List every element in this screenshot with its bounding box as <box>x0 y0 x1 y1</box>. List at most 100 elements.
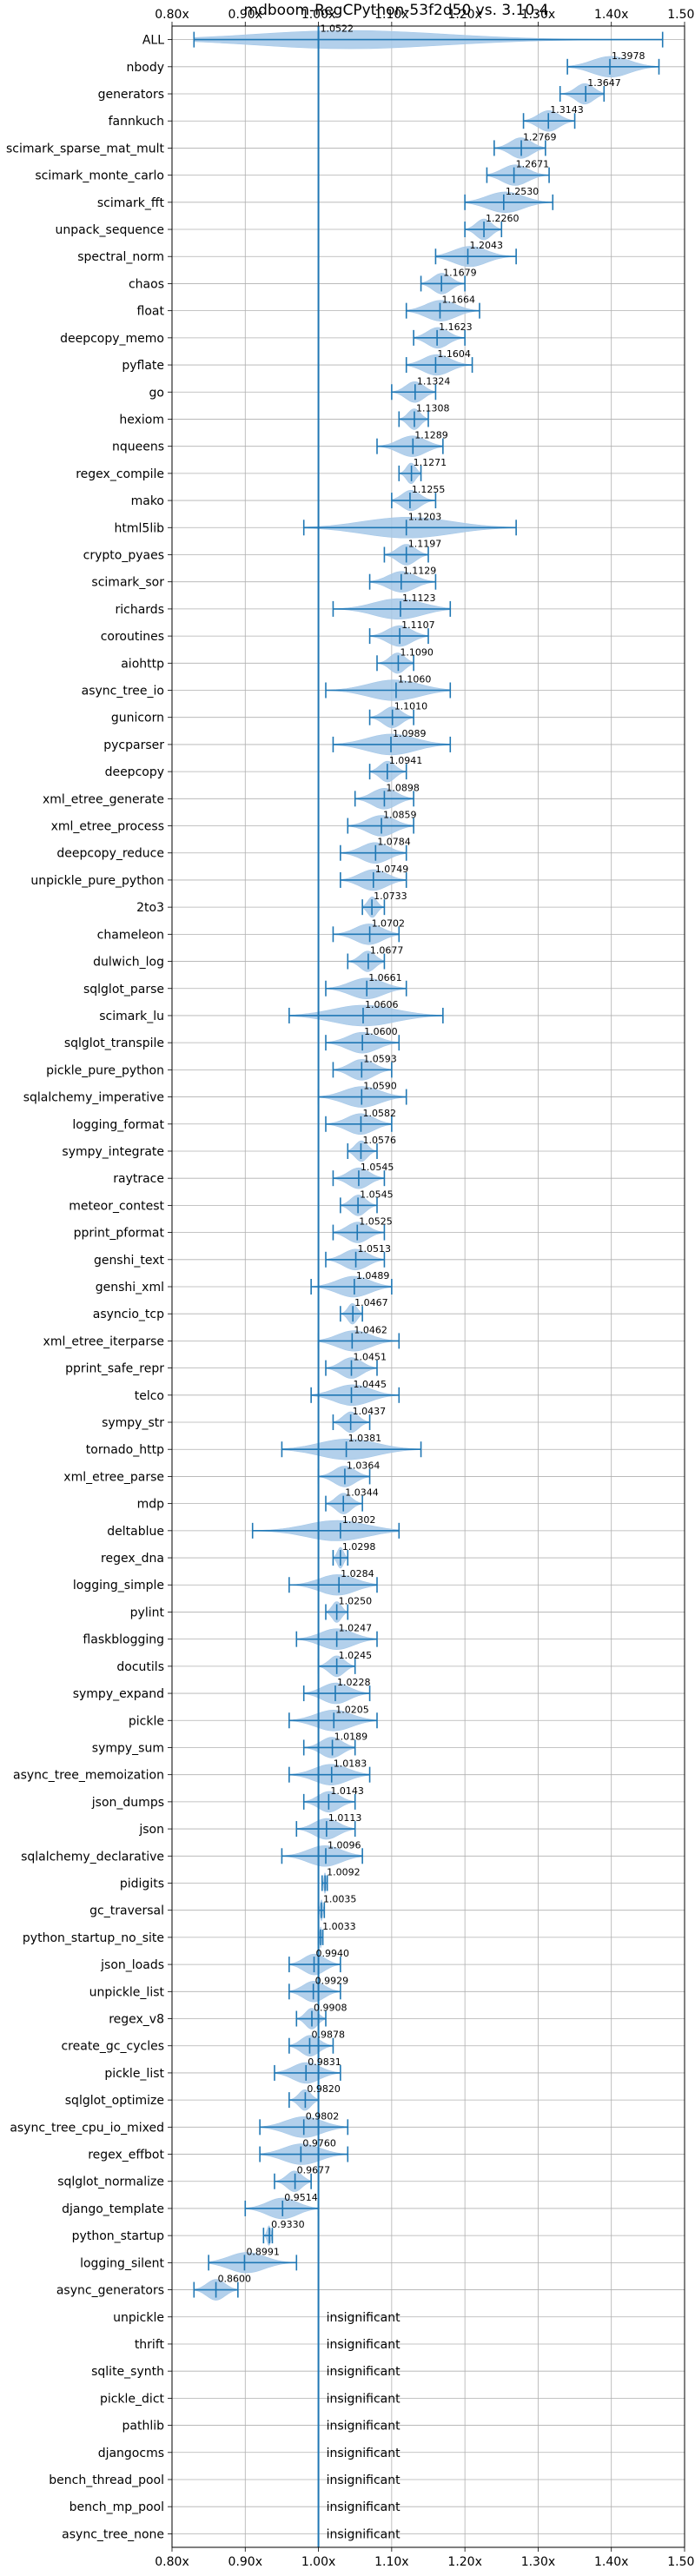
value-label: 1.0677 <box>370 945 404 957</box>
x-tick-label-top: 1.00x <box>301 8 335 22</box>
value-label: 1.0033 <box>322 1921 356 1932</box>
x-tick-label-top: 1.40x <box>594 8 628 22</box>
y-tick-label: go <box>149 386 164 400</box>
y-tick-label: xml_etree_parse <box>63 1470 164 1484</box>
value-label: 1.2043 <box>470 240 504 251</box>
y-tick-label: sqlglot_transpile <box>64 1036 164 1050</box>
value-label: 1.0189 <box>334 1731 368 1742</box>
y-tick-label: create_gc_cycles <box>61 2040 164 2054</box>
value-label: 0.9831 <box>308 2056 341 2068</box>
y-tick-label: pyflate <box>122 359 164 373</box>
y-tick-label: scimark_sparse_mat_mult <box>6 142 164 156</box>
y-tick-label: xml_etree_process <box>51 820 164 834</box>
y-tick-label: pickle_dict <box>100 2392 165 2406</box>
chart-title: mdboom-RegCPython-53f2d50 vs. 3.10.4 <box>244 2 549 19</box>
y-tick-label: scimark_monte_carlo <box>35 169 164 183</box>
value-label: 1.1679 <box>443 267 476 278</box>
y-tick-label: pprint_pformat <box>74 1227 165 1241</box>
y-tick-label: python_startup <box>72 2229 164 2243</box>
value-label: 1.0247 <box>339 1623 373 1634</box>
y-tick-label: nqueens <box>112 440 164 454</box>
insignificant-label: insignificant <box>327 2392 401 2406</box>
y-tick-label: regex_compile <box>76 467 164 481</box>
y-tick-label: sympy_sum <box>92 1741 164 1755</box>
y-tick-label: asyncio_tcp <box>93 1308 164 1321</box>
value-label: 1.0702 <box>372 917 406 929</box>
value-label: 1.1604 <box>437 348 471 360</box>
y-tick-label: genshi_text <box>94 1254 165 1268</box>
y-tick-label: sympy_expand <box>73 1687 164 1701</box>
y-tick-label: scimark_lu <box>99 1010 164 1023</box>
value-label: 1.0096 <box>328 1839 361 1851</box>
value-label: 1.1255 <box>412 484 446 495</box>
y-tick-label: richards <box>116 603 165 617</box>
plot-frame <box>171 25 685 2548</box>
value-label: 1.0593 <box>363 1053 397 1064</box>
value-label: 1.1271 <box>414 457 447 468</box>
value-label: 1.0462 <box>354 1324 387 1335</box>
y-tick-label: mdp <box>137 1498 165 1512</box>
value-label: 1.2769 <box>523 131 557 142</box>
y-tick-label: async_tree_cpu_io_mixed <box>10 2121 164 2135</box>
value-label: 0.9820 <box>307 2083 341 2095</box>
y-tick-label: docutils <box>116 1660 164 1674</box>
value-label: 1.0302 <box>342 1514 376 1526</box>
value-label: 0.9802 <box>306 2110 340 2122</box>
y-tick-label: mako <box>131 494 164 508</box>
value-label: 1.0445 <box>354 1379 387 1390</box>
value-label: 0.9940 <box>316 1948 350 1959</box>
value-label: 1.0228 <box>337 1677 371 1688</box>
value-label: 1.1664 <box>441 295 475 306</box>
value-label: 1.1129 <box>403 566 437 577</box>
value-label: 1.1107 <box>401 619 435 631</box>
value-label: 1.0513 <box>358 1243 392 1255</box>
value-label: 0.9878 <box>311 2030 345 2041</box>
value-label: 0.9677 <box>297 2165 331 2176</box>
value-label: 1.3978 <box>612 50 645 62</box>
y-tick-label: sqlalchemy_imperative <box>23 1091 164 1105</box>
value-label: 1.0183 <box>334 1758 367 1770</box>
y-tick-label: deepcopy <box>105 765 164 779</box>
value-label: 1.1010 <box>394 701 428 712</box>
y-tick-label: dulwich_log <box>93 956 164 970</box>
value-label: 1.0143 <box>330 1785 364 1797</box>
x-tick-label-top: 1.10x <box>374 8 408 22</box>
y-tick-label: pycparser <box>103 738 164 752</box>
x-tick-label-top: 1.50x <box>667 8 695 22</box>
x-tick-label-top: 0.80x <box>155 8 189 22</box>
y-tick-label: sympy_str <box>102 1416 164 1430</box>
y-tick-label: deltablue <box>107 1525 164 1539</box>
value-label: 1.0364 <box>347 1460 381 1471</box>
value-label: 1.1090 <box>400 646 434 658</box>
value-label: 1.0437 <box>353 1406 387 1417</box>
value-label: 1.0989 <box>393 728 427 739</box>
y-tick-label: pathlib <box>122 2420 165 2434</box>
value-label: 1.0733 <box>374 891 407 902</box>
y-tick-label: async_tree_io <box>82 685 164 699</box>
value-label: 1.3647 <box>587 77 621 89</box>
value-label: 1.0941 <box>389 755 423 766</box>
value-label: 1.0451 <box>354 1352 387 1363</box>
y-tick-label: meteor_contest <box>69 1199 164 1213</box>
value-label: 1.2260 <box>486 213 520 224</box>
value-label: 1.1324 <box>417 375 451 387</box>
value-label: 0.8991 <box>246 2246 280 2257</box>
y-tick-label: django_template <box>62 2202 164 2216</box>
value-label: 1.0859 <box>383 810 417 821</box>
y-tick-label: nbody <box>127 61 165 75</box>
x-tick-label-bottom: 1.30x <box>521 2555 555 2569</box>
y-tick-label: xml_etree_generate <box>43 792 164 806</box>
y-tick-label: float <box>137 305 165 319</box>
y-tick-label: sqlite_synth <box>91 2365 164 2379</box>
y-tick-label: chaos <box>129 277 164 291</box>
y-tick-label: bench_thread_pool <box>49 2473 164 2487</box>
y-tick-label: 2to3 <box>136 901 164 915</box>
y-tick-label: deepcopy_reduce <box>56 847 164 861</box>
insignificant-label: insignificant <box>327 2473 401 2487</box>
y-tick-label: raytrace <box>113 1172 164 1186</box>
y-tick-label: logging_format <box>72 1118 164 1132</box>
value-label: 1.0205 <box>335 1704 369 1715</box>
y-tick-label: regex_dna <box>101 1552 164 1566</box>
label-layer: 1.0522 1.3978 1.3647 1.3143 1.2769 1.2671 1.25… <box>218 23 645 2542</box>
